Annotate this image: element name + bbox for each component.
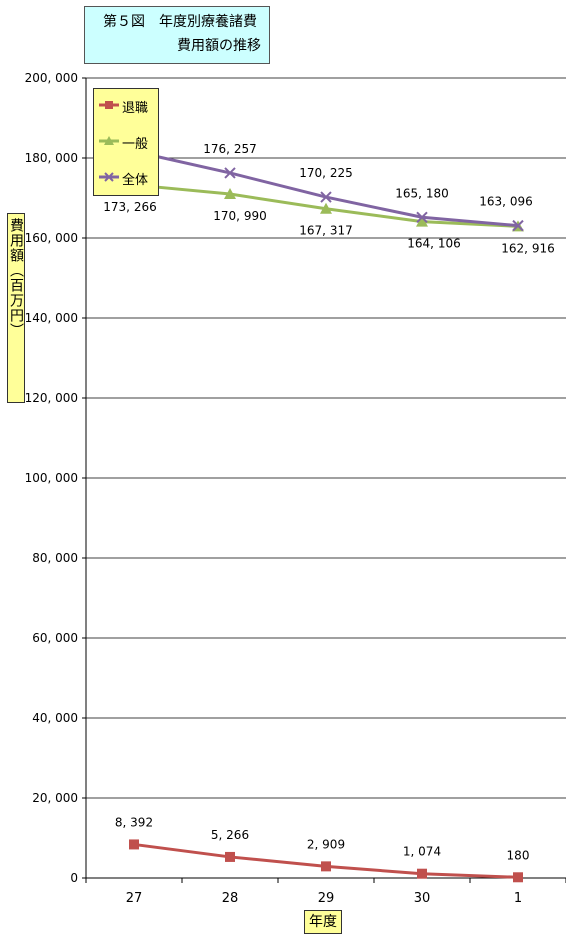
x-marker-icon [99,172,119,182]
x-tick-label: 28 [222,891,239,906]
data-label: 180 [507,848,530,862]
data-point-marker [417,868,427,879]
data-point-marker [416,215,428,227]
x-tick-label: 30 [414,891,431,906]
data-label: 163, 096 [479,195,532,209]
y-tick-label: 20, 000 [32,791,78,805]
data-point-marker [513,872,523,883]
data-labels: 8, 392 5, 266 2, 909 1, 074 180 173, 266 170, … [103,142,554,862]
data-label: 176, 257 [203,142,256,156]
square-marker-icon [99,101,119,109]
series-line [133,149,519,228]
data-point-marker [320,202,332,214]
data-label: 170, 990 [213,209,266,223]
data-label: 1, 074 [403,845,441,859]
data-label: 170, 225 [299,166,352,180]
y-tick-label: 160, 000 [25,231,78,245]
x-axis-label: 年度 [304,910,342,934]
x-tick-label: 29 [318,891,335,906]
data-label: 2, 909 [307,837,345,851]
y-tick-label: 60, 000 [32,631,78,645]
data-label: 5, 266 [211,828,249,842]
legend-label-total: 全体 [122,173,149,188]
y-tick-label: 120, 000 [25,391,78,405]
y-axis-label: 費用額（百万円） [7,213,25,403]
triangle-marker-icon [99,136,119,145]
data-point-marker [320,191,332,203]
data-label: 162, 916 [501,241,554,255]
y-tick-label: 140, 000 [25,311,78,325]
data-label: 165, 180 [395,186,448,200]
legend-label-retired: 退職 [122,101,149,116]
legend-item-general: 一般 [98,131,158,153]
data-label: 8, 392 [115,815,153,829]
x-tick-label: 1 [514,891,522,906]
y-tick-label: 0 [70,871,78,885]
y-tick-label: 180, 000 [25,151,78,165]
series-layer [128,145,524,883]
y-tick-label: 40, 000 [32,711,78,725]
gridlines [86,77,566,799]
data-point-marker [512,219,524,232]
data-point-marker [224,188,236,200]
data-point-marker [129,839,139,850]
chart-subtitle: 費用額の推移 [177,38,261,54]
data-point-marker [416,211,428,223]
data-point-marker [225,851,235,862]
legend: 退職 一般 全体 [93,88,159,196]
data-point-marker [321,861,331,872]
chart-title: 第５図 年度別療養諸費 [103,14,257,30]
legend-item-total: 全体 [98,167,158,189]
data-label: 164, 106 [407,237,460,251]
x-tick-label: 27 [126,891,143,906]
y-tick-label: 100, 000 [25,471,78,485]
legend-item-retired: 退職 [98,95,158,117]
chart-title-box: 第５図 年度別療養諸費 費用額の推移 [84,6,270,64]
legend-label-general: 一般 [122,137,149,152]
data-label: 173, 266 [103,200,156,214]
y-tick-label: 200, 000 [25,71,78,85]
data-label: 167, 317 [299,224,352,238]
y-tick-label: 80, 000 [32,551,78,565]
data-point-marker [224,167,236,179]
